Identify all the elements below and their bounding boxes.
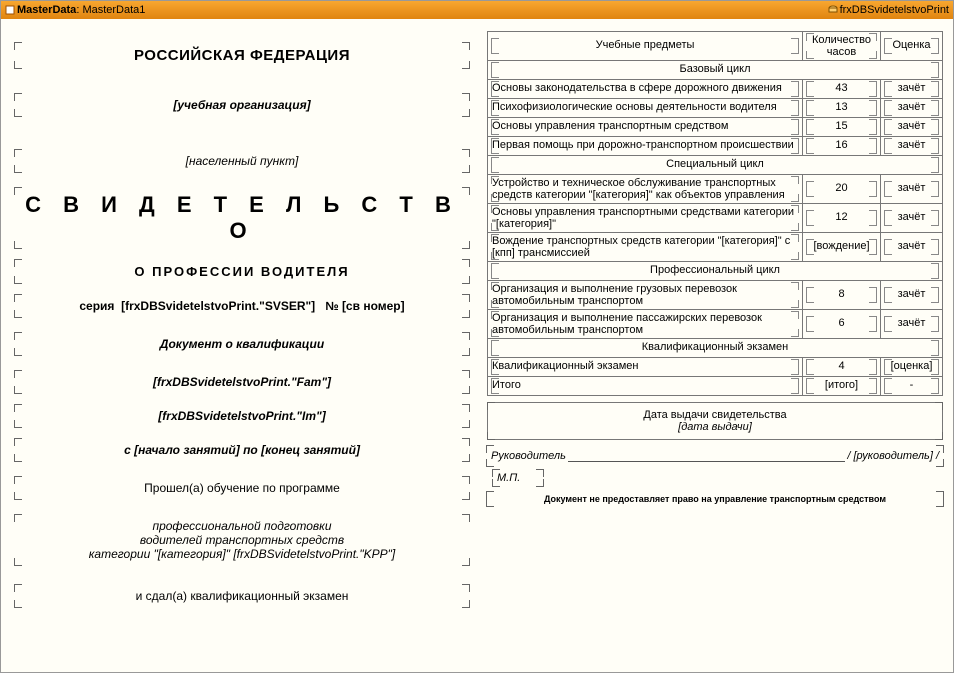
org-field: [учебная организация]: [15, 94, 469, 116]
mp-label: М.П.: [493, 470, 543, 486]
country-label: РОССИЙСКАЯ ФЕДЕРАЦИЯ: [15, 43, 469, 68]
fam-field: [frxDBSvidetelstvoPrint."Fam"]: [15, 371, 469, 393]
cell-grade: зачёт: [881, 80, 943, 99]
doc-qual: Документ о квалификации: [15, 333, 469, 355]
cell-subject: Организация и выполнение грузовых перево…: [488, 281, 803, 310]
design-canvas[interactable]: РОССИЙСКАЯ ФЕДЕРАЦИЯ [учебная организаци…: [1, 19, 953, 672]
cell-subject: Организация и выполнение пассажирских пе…: [488, 310, 803, 339]
cell-grade: зачёт: [881, 118, 943, 137]
table-row: Первая помощь при дорожно-транспортном п…: [488, 137, 943, 156]
cell-grade: зачёт: [881, 137, 943, 156]
table-row: Психофизиологические основы деятельности…: [488, 99, 943, 118]
cell-hours: [вождение]: [803, 233, 881, 262]
table-row: Организация и выполнение грузовых перево…: [488, 281, 943, 310]
cell-subject: Первая помощь при дорожно-транспортном п…: [488, 137, 803, 156]
cell-subject: Квалификационный экзамен: [488, 358, 803, 377]
band-titlebar[interactable]: MasterData: MasterData1 frxDBSvidetelstv…: [1, 1, 953, 19]
cell-subject: Психофизиологические основы деятельности…: [488, 99, 803, 118]
cell-hours: 12: [803, 204, 881, 233]
cell-subject: Основы управления транспортными средства…: [488, 204, 803, 233]
table-row: Основы управления транспортными средства…: [488, 204, 943, 233]
cell-grade: зачёт: [881, 99, 943, 118]
cell-hours: 20: [803, 175, 881, 204]
subjects-table: Учебные предметы Количество часов Оценка…: [487, 31, 943, 396]
section-header: Базовый цикл: [488, 61, 943, 80]
section-header: Специальный цикл: [488, 156, 943, 175]
cell-grade: зачёт: [881, 310, 943, 339]
cert-title: С В И Д Е Т Е Л Ь С Т В О: [15, 188, 469, 248]
report-designer-window: MasterData: MasterData1 frxDBSvidetelstv…: [0, 0, 954, 673]
cell-hours: 15: [803, 118, 881, 137]
line3: и сдал(а) квалификационный экзамен: [15, 585, 469, 607]
cell-grade: [оценка]: [881, 358, 943, 377]
section-header: Профессиональный цикл: [488, 262, 943, 281]
th-hours: Количество часов: [803, 32, 881, 61]
dataset-name: frxDBSvidetelstvoPrint: [840, 4, 949, 16]
cell-subject: Основы управления транспортным средством: [488, 118, 803, 137]
serial-line: серия [frxDBSvidetelstvoPrint."SVSER"] №…: [15, 295, 469, 317]
table-row: Устройство и техническое обслуживание тр…: [488, 175, 943, 204]
th-grade: Оценка: [881, 32, 943, 61]
right-column: Учебные предметы Количество часов Оценка…: [483, 27, 947, 664]
cell-hours: 8: [803, 281, 881, 310]
cell-hours: 16: [803, 137, 881, 156]
band-label: MasterData: MasterData1: [17, 4, 145, 16]
cell-grade: зачёт: [881, 233, 943, 262]
cell-subject: Основы законодательства в сфере дорожног…: [488, 80, 803, 99]
cell-hours: 4: [803, 358, 881, 377]
table-row: Основы управления транспортным средством…: [488, 118, 943, 137]
disclaimer: Документ не предоставляет право на управ…: [487, 492, 943, 506]
table-row: Квалификационный экзамен4[оценка]: [488, 358, 943, 377]
cell-hours: 6: [803, 310, 881, 339]
cell-hours: 13: [803, 99, 881, 118]
cell-grade: зачёт: [881, 281, 943, 310]
table-row: Организация и выполнение пассажирских пе…: [488, 310, 943, 339]
table-row: Итого[итого]-: [488, 377, 943, 396]
cell-grade: -: [881, 377, 943, 396]
line1: Прошел(а) обучение по программе: [15, 477, 469, 499]
table-row: Вождение транспортных средств категории …: [488, 233, 943, 262]
issue-date-block: Дата выдачи свидетельства [дата выдачи]: [487, 402, 943, 440]
cell-grade: зачёт: [881, 204, 943, 233]
cell-hours: 43: [803, 80, 881, 99]
cert-subtitle: О ПРОФЕССИИ ВОДИТЕЛЯ: [15, 260, 469, 283]
band-icon: [5, 5, 15, 15]
signature-line: Руководитель / [руководитель] /: [487, 446, 943, 466]
program-block: профессиональной подготовки водителей тр…: [15, 515, 469, 565]
cell-hours: [итого]: [803, 377, 881, 396]
cell-subject: Итого: [488, 377, 803, 396]
left-column: РОССИЙСКАЯ ФЕДЕРАЦИЯ [учебная организаци…: [7, 27, 477, 664]
section-header: Квалификационный экзамен: [488, 339, 943, 358]
period-field: с [начало занятий] по [конец занятий]: [15, 439, 469, 461]
table-row: Основы законодательства в сфере дорожног…: [488, 80, 943, 99]
cell-grade: зачёт: [881, 175, 943, 204]
cell-subject: Вождение транспортных средств категории …: [488, 233, 803, 262]
th-subject: Учебные предметы: [488, 32, 803, 61]
city-field: [населенный пункт]: [15, 150, 469, 172]
cell-subject: Устройство и техническое обслуживание тр…: [488, 175, 803, 204]
dataset-icon: [828, 5, 838, 15]
im-field: [frxDBSvidetelstvoPrint."Im"]: [15, 405, 469, 427]
